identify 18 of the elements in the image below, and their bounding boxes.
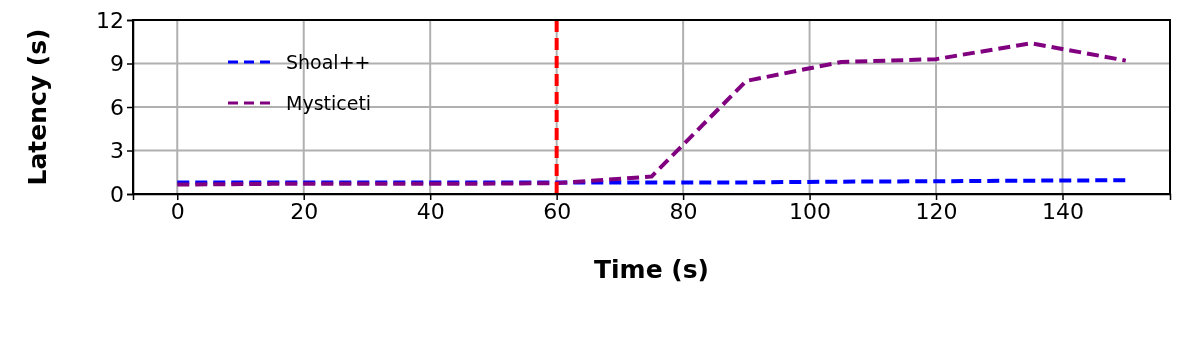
x-tick-label: 120 (915, 198, 958, 224)
x-tick-label: 60 (543, 198, 572, 224)
y-tick-label: 12 (96, 7, 124, 33)
y-tick-label: 3 (110, 138, 124, 164)
y-tick-label: 9 (110, 51, 124, 77)
line-series (175, 41, 1128, 187)
y-tick-label: 6 (110, 94, 124, 120)
x-tick-label: 140 (1042, 198, 1085, 224)
y-tick-label: 0 (110, 181, 124, 207)
x-tick-label: 100 (789, 198, 832, 224)
x-axis-title: Time (s) (593, 255, 710, 284)
y-axis-title: Latency (s) (23, 28, 52, 186)
legend-label: Shoal++ (286, 51, 371, 73)
x-tick-label: 80 (669, 198, 698, 224)
x-tick-label: 20 (290, 198, 319, 224)
legend-label: Mysticeti (286, 92, 372, 114)
x-tick-label: 40 (416, 198, 445, 224)
x-tick-label: 0 (170, 198, 185, 224)
